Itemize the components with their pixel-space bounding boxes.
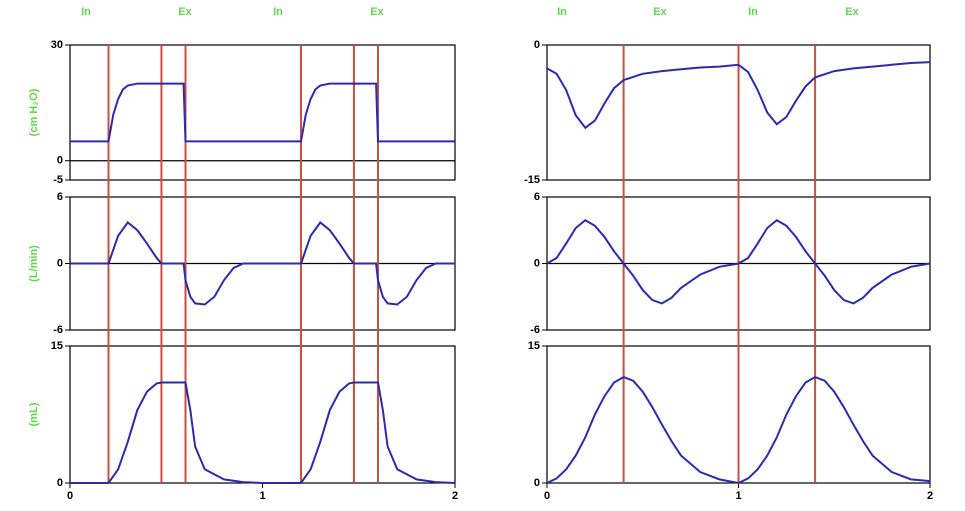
y-tick-label: 15 (528, 340, 540, 352)
x-tick-label: 1 (735, 490, 741, 502)
panel-frame (69, 345, 456, 484)
x-tick-label: 1 (259, 490, 265, 502)
x-tick-label: 0 (544, 490, 550, 502)
data-line (70, 82, 455, 143)
y-tick-label: 15 (51, 340, 63, 352)
x-tick-label: 2 (452, 490, 458, 502)
y-axis-label: (cm H₂O) (28, 88, 40, 136)
phase-label: Ex (845, 6, 859, 18)
phase-label: In (273, 6, 283, 18)
y-axis-label: (mL) (28, 402, 40, 426)
data-line (70, 221, 455, 306)
y-tick-label: 6 (57, 191, 63, 203)
x-tick-label: 0 (67, 490, 73, 502)
phase-label: Ex (653, 6, 667, 18)
y-tick-label: 0 (534, 477, 540, 489)
y-tick-label: 0 (534, 39, 540, 51)
y-tick-label: 0 (57, 257, 63, 269)
phase-label: In (748, 6, 758, 18)
data-line (546, 375, 931, 485)
data-line (546, 219, 931, 305)
data-line (70, 381, 456, 484)
phase-label: In (81, 6, 91, 18)
phase-label: Ex (370, 6, 384, 18)
data-line (546, 61, 931, 130)
y-tick-label: 0 (57, 155, 63, 167)
y-tick-label: 30 (51, 39, 63, 51)
x-tick-label: 2 (927, 490, 933, 502)
y-tick-label: -5 (53, 174, 63, 186)
y-tick-label: -15 (524, 174, 540, 186)
phase-label: In (557, 6, 567, 18)
phase-label: Ex (178, 6, 192, 18)
y-tick-label: -6 (53, 324, 63, 336)
y-tick-label: -6 (530, 324, 540, 336)
y-axis-label: (L/min) (28, 245, 40, 282)
panel-frame (69, 44, 456, 181)
y-tick-label: 6 (534, 191, 540, 203)
y-tick-label: 0 (57, 477, 63, 489)
y-tick-label: 0 (534, 257, 540, 269)
